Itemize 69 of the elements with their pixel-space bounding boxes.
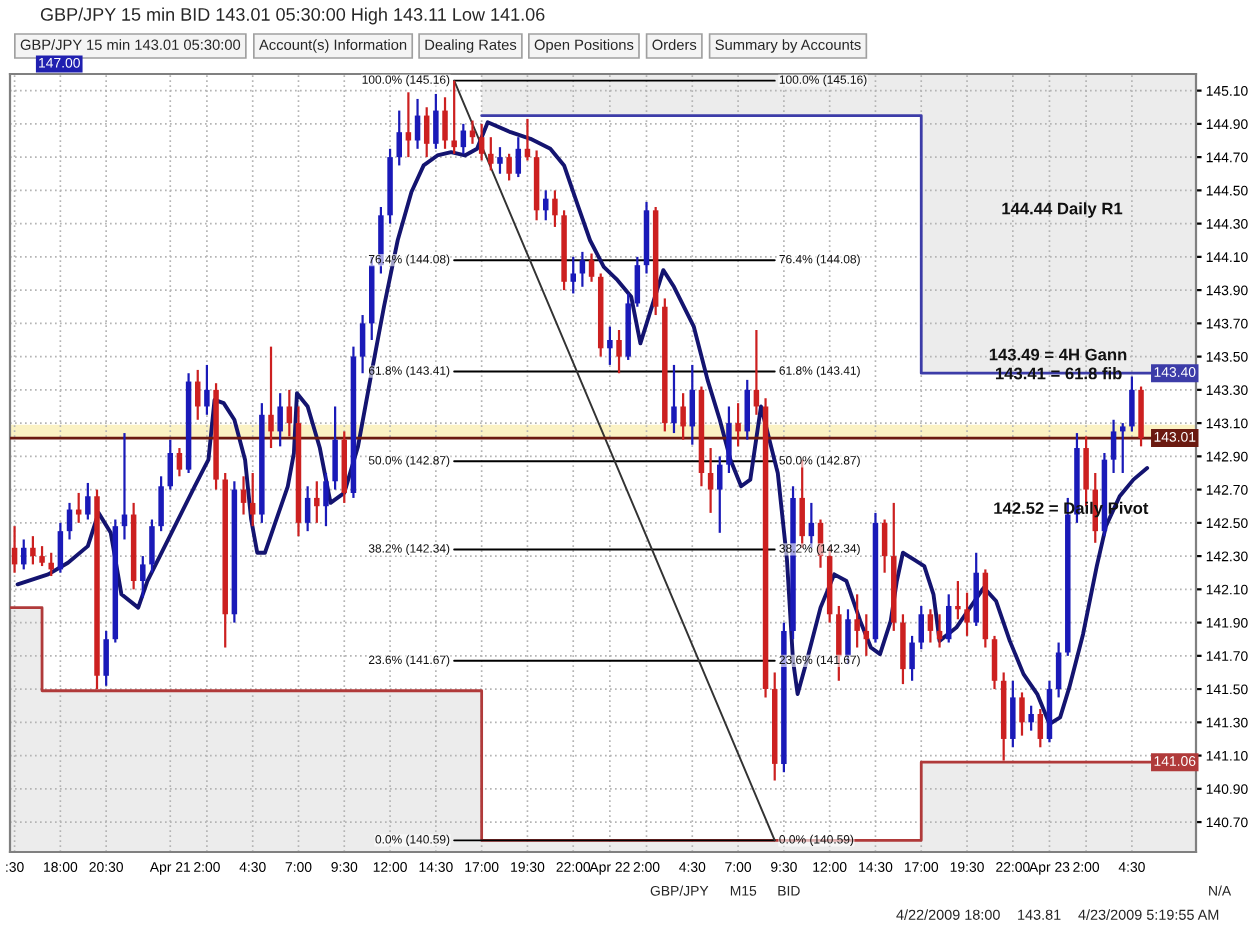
- candlestick: [176, 446, 183, 478]
- candlestick: [671, 363, 677, 435]
- candlestick: [57, 521, 64, 574]
- candlestick: [85, 481, 91, 521]
- chart-title: GBP/JPY 15 min BID 143.01 05:30:00 High 143.11 Low 141.06: [40, 7, 545, 25]
- candlestick: [149, 518, 155, 574]
- candlestick: [332, 405, 338, 491]
- candlestick: [506, 152, 512, 182]
- candlestick: [1055, 641, 1062, 699]
- candlestick: [277, 392, 283, 448]
- candlestick: [75, 491, 82, 524]
- candlestick: [955, 579, 961, 621]
- candlestick: [1110, 418, 1117, 475]
- candlestick: [488, 136, 494, 172]
- candlestick: [726, 405, 732, 475]
- candlestick: [900, 613, 906, 686]
- candlestick: [717, 455, 723, 534]
- candlestick: [680, 392, 686, 441]
- candlestick: [634, 255, 641, 308]
- candlestick: [39, 545, 45, 568]
- candlestick: [1019, 691, 1025, 737]
- candlestick: [249, 471, 256, 528]
- candlestick: [607, 325, 613, 367]
- candlestick: [433, 92, 439, 150]
- candlestick: [497, 146, 503, 175]
- candlestick: [735, 402, 741, 448]
- candlestick: [552, 189, 558, 229]
- candlestick: [423, 106, 430, 159]
- candlestick: [304, 485, 311, 533]
- candlestick: [1129, 375, 1135, 433]
- candlestick: [588, 252, 595, 283]
- candlestick: [744, 378, 750, 441]
- candlestick: [991, 634, 998, 691]
- candlestick: [1010, 679, 1016, 749]
- candlestick: [268, 345, 274, 450]
- candlestick: [48, 551, 54, 578]
- candlestick: [1037, 707, 1044, 749]
- candlestick: [359, 313, 366, 375]
- candlestick: [158, 475, 164, 533]
- candlestick: [140, 554, 146, 599]
- candlestick: [945, 593, 952, 644]
- annotation: 143.49 = 4H Gann: [989, 348, 1127, 361]
- candlestick: [881, 518, 888, 574]
- candlestick: [918, 604, 924, 651]
- candlestick: [689, 363, 696, 446]
- candlestick: [204, 363, 210, 416]
- candlestick: [30, 535, 36, 566]
- candlestick: [964, 591, 970, 637]
- candlestick: [286, 388, 293, 438]
- candlestick: [515, 136, 522, 179]
- candlestick: [396, 109, 402, 167]
- candlestick: [167, 438, 174, 491]
- candlestick: [1028, 704, 1034, 732]
- candlestick: [1119, 421, 1126, 475]
- candlestick: [451, 79, 457, 155]
- candlestick: [543, 189, 549, 222]
- candlestick: [103, 629, 109, 687]
- candlestick: [854, 593, 860, 649]
- candlestick: [314, 480, 320, 524]
- line-series: [15, 120, 1150, 726]
- annotation: 144.44 Daily R1: [1002, 202, 1123, 218]
- candlestick: [323, 471, 329, 528]
- candlestick: [442, 96, 448, 150]
- candlestick: [616, 328, 622, 375]
- candlestick: [927, 608, 934, 644]
- candlestick: [909, 634, 915, 682]
- candlestick: [707, 446, 714, 514]
- candlestick: [478, 122, 485, 162]
- candlestick: [570, 255, 576, 295]
